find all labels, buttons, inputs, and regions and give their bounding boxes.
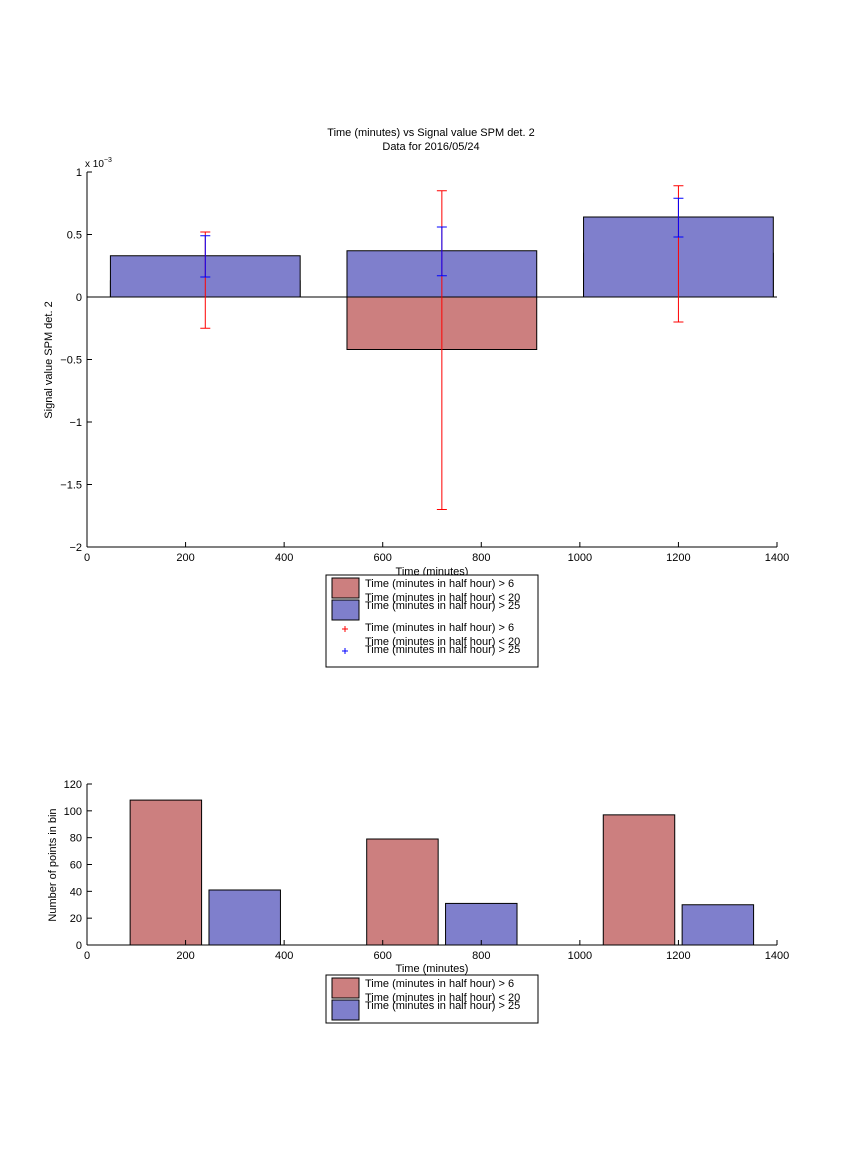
y-axis-label: Number of points in bin (47, 808, 59, 921)
legend-box (325, 574, 539, 668)
x-tick-label: 1200 (666, 552, 690, 564)
y-tick-label: 80 (70, 833, 82, 845)
x-tick-label: 1400 (765, 950, 789, 962)
chart-subtitle: Data for 2016/05/24 (382, 141, 479, 153)
y-axis-label: Signal value SPM det. 2 (43, 301, 55, 418)
y-tick-label: 20 (70, 913, 82, 925)
legend-label: Time (minutes in half hour) > 6 (365, 978, 514, 990)
x-tick-label: 1000 (568, 950, 592, 962)
y-tick-label: 0.5 (67, 230, 82, 242)
y-tick-label: −2 (69, 542, 82, 554)
legend-label: Time (minutes in half hour) > 6 (365, 622, 514, 634)
legend-label: Time (minutes in half hour) > 25 (365, 600, 520, 612)
x-tick-label: 1400 (765, 552, 789, 564)
x-axis-label: Time (minutes) (396, 963, 469, 975)
x-tick-label: 800 (472, 950, 490, 962)
y-tick-label: −0.5 (60, 355, 82, 367)
legend-swatch (331, 999, 360, 1021)
x-tick-label: 200 (176, 552, 194, 564)
y-tick-label: 100 (64, 806, 82, 818)
legend-box (325, 974, 539, 1024)
count-chart: Time (minutes) Number of points in bin 0… (47, 779, 789, 1024)
x-tick-label: 200 (176, 950, 194, 962)
legend-label: Time (minutes in half hour) < 20 (365, 992, 520, 1004)
legend-swatch (331, 977, 360, 999)
y-tick-label: 1 (76, 167, 82, 179)
x-tick-label: 400 (275, 950, 293, 962)
bar (445, 902, 518, 946)
chart-legend: Time (minutes in half hour) > 6 Time (min… (325, 574, 539, 668)
bar (208, 889, 281, 946)
legend-label: Time (minutes in half hour) < 20 (365, 592, 520, 604)
y-tick-label: −1 (69, 417, 82, 429)
chart-title: Time (minutes) vs Signal value SPM det. … (327, 127, 534, 139)
y-exponent-label: x 10−3 (85, 157, 112, 170)
x-tick-label: 1000 (568, 552, 592, 564)
x-tick-label: 600 (374, 950, 392, 962)
x-tick-label: 800 (472, 552, 490, 564)
legend-swatch (331, 599, 360, 621)
y-tick-label: 60 (70, 860, 82, 872)
x-tick-label: 600 (374, 552, 392, 564)
y-tick-label: 120 (64, 779, 82, 791)
legend-label: Time (minutes in half hour) > 25 (365, 1000, 520, 1012)
x-tick-label: 0 (84, 552, 90, 564)
bar (366, 838, 439, 946)
legend-label: Time (minutes in half hour) > 6 (365, 578, 514, 590)
legend-label: Time (minutes in half hour) > 25 (365, 644, 520, 656)
signal-chart: Time (minutes) vs Signal value SPM det. … (43, 127, 789, 668)
bar (681, 904, 755, 946)
bar (129, 799, 203, 946)
legend-swatch (331, 577, 360, 599)
y-tick-label: 40 (70, 886, 82, 898)
x-tick-label: 400 (275, 552, 293, 564)
chart-legend: Time (minutes in half hour) > 6 Time (min… (325, 974, 539, 1024)
y-tick-label: −1.5 (60, 480, 82, 492)
x-tick-label: 1200 (666, 950, 690, 962)
y-tick-label: 0 (76, 940, 82, 952)
x-tick-label: 0 (84, 950, 90, 962)
bar (602, 814, 676, 946)
legend-label: Time (minutes in half hour) < 20 (365, 636, 520, 648)
y-tick-label: 0 (76, 292, 82, 304)
